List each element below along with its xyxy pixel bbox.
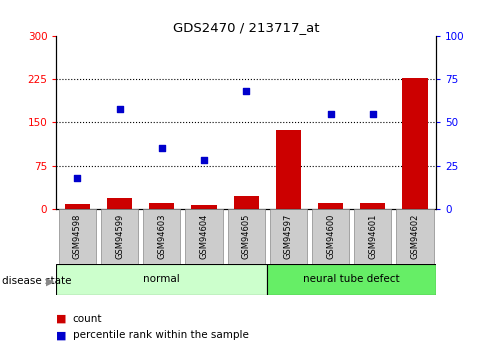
Title: GDS2470 / 213717_at: GDS2470 / 213717_at [173,21,319,34]
FancyBboxPatch shape [185,209,222,264]
Text: ▶: ▶ [46,276,54,286]
Bar [318,203,343,209]
Point [327,111,335,117]
FancyBboxPatch shape [101,209,138,264]
Text: percentile rank within the sample: percentile rank within the sample [73,331,248,340]
Text: ■: ■ [56,331,67,340]
Point [116,106,123,111]
FancyBboxPatch shape [228,209,265,264]
Point [369,111,377,117]
Bar [234,196,259,209]
FancyBboxPatch shape [268,264,436,295]
FancyBboxPatch shape [59,209,96,264]
FancyBboxPatch shape [56,264,268,295]
Point [158,146,166,151]
Point [200,158,208,163]
Text: GSM94605: GSM94605 [242,214,251,259]
Point [74,175,81,180]
Text: GSM94601: GSM94601 [368,214,377,259]
FancyBboxPatch shape [270,209,307,264]
Bar [276,130,301,209]
Bar [192,205,217,209]
Text: GSM94597: GSM94597 [284,214,293,259]
Bar [107,198,132,209]
Text: GSM94598: GSM94598 [73,214,82,259]
Text: GSM94600: GSM94600 [326,214,335,259]
Text: ■: ■ [56,314,67,324]
Text: GSM94603: GSM94603 [157,214,166,259]
Text: count: count [73,314,102,324]
Text: GSM94604: GSM94604 [199,214,209,259]
Text: disease state: disease state [2,276,72,286]
Point [242,89,250,94]
Bar [402,78,428,209]
Text: neural tube defect: neural tube defect [303,275,400,284]
Text: normal: normal [144,275,180,284]
Bar [65,204,90,209]
Text: GSM94602: GSM94602 [411,214,419,259]
FancyBboxPatch shape [143,209,180,264]
Text: GSM94599: GSM94599 [115,214,124,259]
FancyBboxPatch shape [312,209,349,264]
Bar [149,203,174,209]
Bar [360,203,386,209]
FancyBboxPatch shape [354,209,392,264]
FancyBboxPatch shape [396,209,434,264]
